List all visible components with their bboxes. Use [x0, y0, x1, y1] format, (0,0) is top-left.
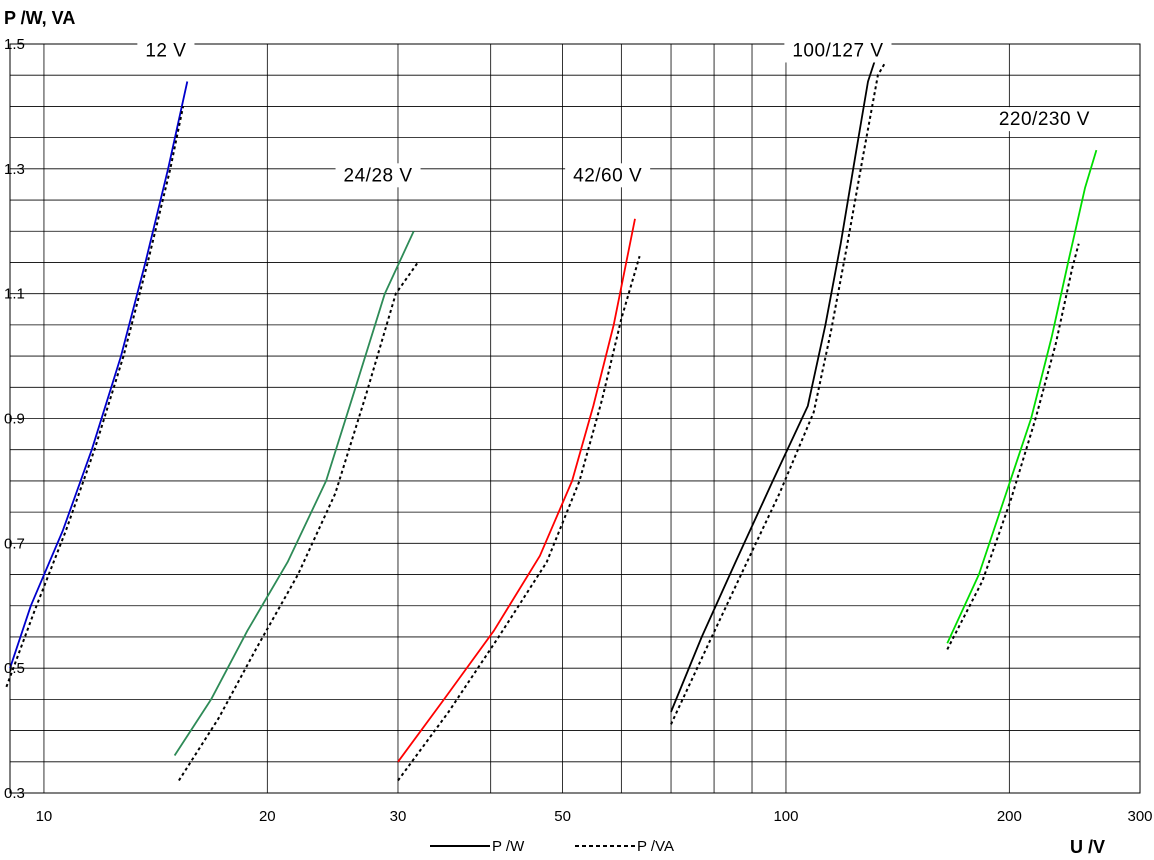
- legend: P /W P /VA: [430, 838, 674, 855]
- series-label-background: [137, 38, 195, 63]
- series-label: 42/60 V: [573, 165, 642, 186]
- x-tick-label: 30: [390, 808, 407, 825]
- series-lines: [5, 44, 1098, 782]
- series-label: 220/230 V: [999, 109, 1090, 130]
- x-tick-label: 100: [773, 808, 798, 825]
- minor-grid: [10, 43, 1140, 794]
- series-line-24-28-v-va: [178, 261, 419, 782]
- x-tick-label: 20: [259, 808, 276, 825]
- series-line-42-60-v-va: [397, 255, 641, 782]
- y-tick-label: 0.7: [4, 535, 25, 552]
- series-line-12-v-va: [5, 106, 185, 688]
- series-line-100-127-v-w: [670, 44, 882, 713]
- series-line-24-28-v-w: [173, 230, 415, 756]
- series-line-100-127-v-va: [670, 62, 886, 725]
- x-tick-label: 10: [36, 808, 53, 825]
- plot-frame: [9, 43, 1141, 794]
- major-grid: [9, 43, 1141, 794]
- y-axis-title: P /W, VA: [4, 8, 75, 28]
- y-tick-label: 1.3: [4, 161, 25, 178]
- series-label-background: [784, 38, 892, 63]
- series-label: 24/28 V: [344, 165, 413, 186]
- x-tick-label: 50: [554, 808, 571, 825]
- x-tick-label: 300: [1127, 808, 1152, 825]
- y-tick-label: 0.3: [4, 785, 25, 802]
- series-line-12-v-w: [9, 81, 189, 669]
- y-tick-label: 1.5: [4, 36, 25, 53]
- series-label: 100/127 V: [792, 40, 883, 61]
- x-tick-label: 200: [997, 808, 1022, 825]
- y-tick-label: 0.9: [4, 411, 25, 428]
- legend-label: P /VA: [637, 838, 674, 855]
- series-line-42-60-v-w: [397, 218, 636, 763]
- x-axis-title: U /V: [1070, 837, 1105, 857]
- series-line-220-230-v-va: [946, 243, 1080, 650]
- legend-label: P /W: [492, 838, 525, 855]
- series-label-background: [990, 107, 1098, 132]
- tick-labels: 0.3 0.5 0.7 0.9 1.1 1.3 1.5 10 20 30 50 100 200 300: [4, 36, 1153, 825]
- series-line-220-230-v-w: [946, 149, 1098, 644]
- series-label: 12 V: [145, 40, 186, 61]
- series-label-background: [565, 163, 651, 188]
- y-tick-label: 0.5: [4, 660, 25, 677]
- series-labels: 12 V 24/28 V 42/60 V 100/127 V 220/230 V: [137, 38, 1098, 188]
- series-label-background: [335, 163, 421, 188]
- y-tick-label: 1.1: [4, 286, 25, 303]
